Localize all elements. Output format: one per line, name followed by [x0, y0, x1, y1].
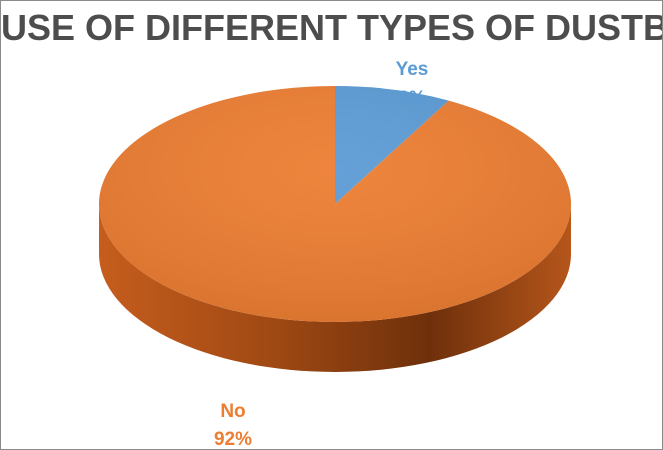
pie-side-wall: [99, 204, 571, 372]
chart-title: USE OF DIFFERENT TYPES OF DUSTBIN: [1, 7, 663, 48]
slice-label-yes: Yes: [396, 59, 429, 80]
pie-root: Yes 8% No 92%: [98, 59, 571, 450]
slice-label-no: No: [220, 401, 245, 422]
slice-value-yes: 8%: [398, 88, 426, 109]
pie-top-shade: [99, 86, 571, 322]
slice-value-no: 92%: [214, 429, 252, 450]
